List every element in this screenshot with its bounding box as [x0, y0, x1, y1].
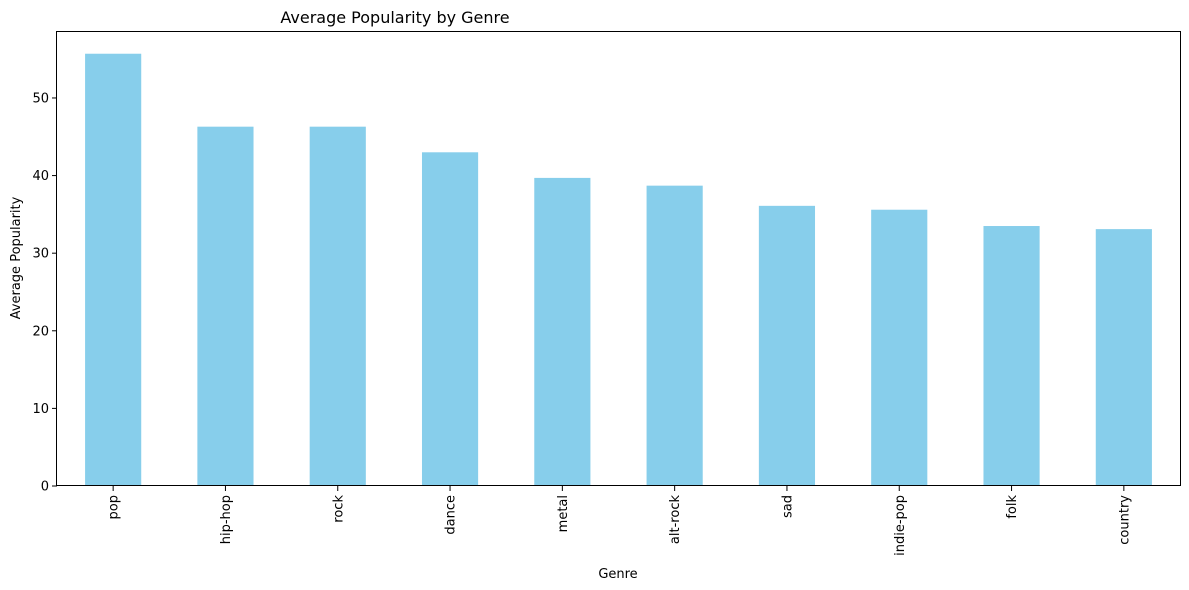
x-tick-label: country [1117, 495, 1132, 545]
x-tick-label: hip-hop [219, 495, 234, 544]
y-tick-label: 0 [41, 480, 49, 495]
x-tick-label: metal [556, 495, 571, 532]
bar-pop [85, 53, 142, 486]
plot-frame [56, 31, 1181, 486]
x-tick-label: indie-pop [893, 495, 908, 556]
bar-dance [421, 152, 479, 487]
y-tick-label: 30 [32, 247, 49, 262]
bar-indie-pop [871, 209, 928, 486]
x-tick-label: dance [444, 495, 459, 535]
x-axis-label: Genre [598, 567, 637, 582]
bars-group [85, 53, 1152, 487]
x-tick-label: folk [1005, 495, 1020, 519]
y-axis-label: Average Popularity [9, 196, 24, 319]
chart-title: Average Popularity by Genre [280, 8, 509, 27]
x-tick-label: sad [780, 495, 795, 518]
y-axis-ticks: 0 10 20 30 40 50 [32, 91, 57, 495]
y-tick-label: 10 [32, 402, 49, 417]
bar-alt-rock [646, 185, 703, 486]
bar-folk [983, 226, 1040, 486]
y-tick-label: 40 [32, 169, 49, 184]
bar-sad [758, 205, 816, 486]
bar-country [1095, 229, 1152, 486]
bar-metal [534, 177, 591, 486]
bar-hip-hop [197, 126, 254, 487]
x-tick-label: rock [331, 495, 346, 523]
x-tick-label: alt-rock [668, 495, 683, 545]
y-tick-label: 20 [32, 324, 49, 339]
y-tick-label: 50 [32, 91, 49, 106]
x-tick-label: pop [107, 495, 122, 519]
x-axis-ticks: pop hip-hop rock dance metal alt-rock sad indie… [107, 486, 1132, 556]
bar-rock [309, 126, 366, 487]
